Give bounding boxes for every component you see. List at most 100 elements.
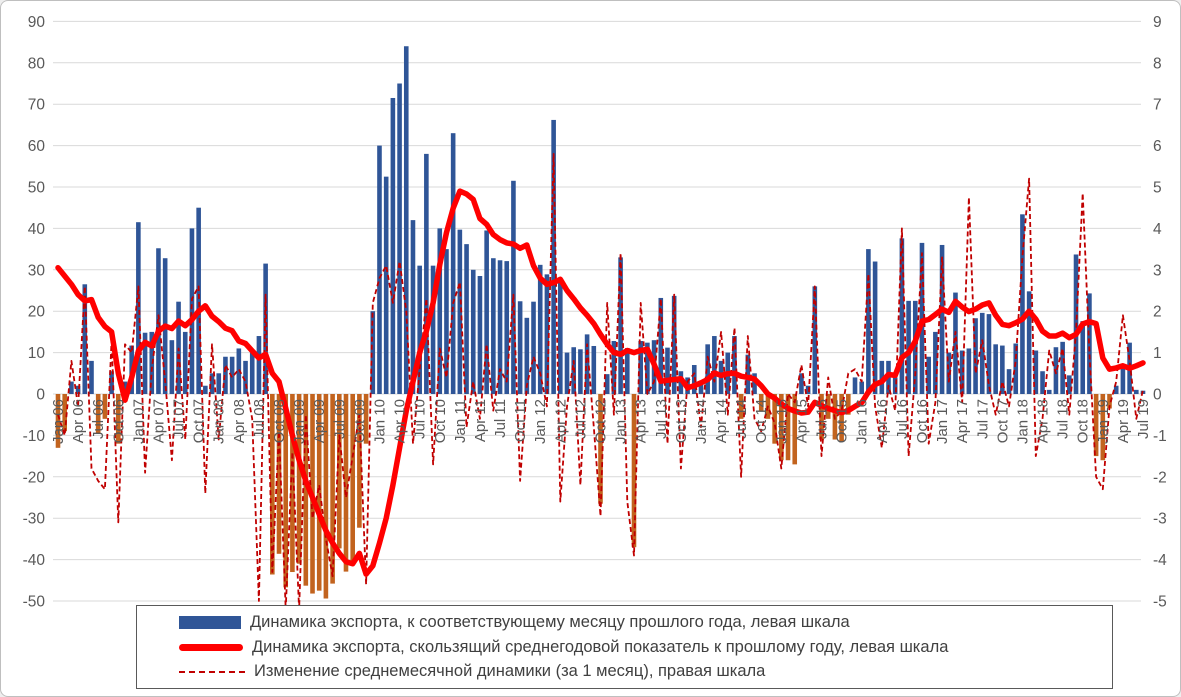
bar-month-123 <box>879 360 885 394</box>
right-axis-tick: -5 <box>1153 594 1167 611</box>
bar-month-105 <box>758 394 764 411</box>
x-axis-tick: Jan 11 <box>452 399 469 443</box>
bar-month-146 <box>1033 350 1039 394</box>
bar-month-46 <box>363 394 369 444</box>
bar-month-49 <box>383 176 389 394</box>
bar-month-104 <box>752 373 757 394</box>
bar-month-79 <box>584 334 590 394</box>
x-axis-tick: Jan 08 <box>211 399 228 444</box>
bar-month-32 <box>270 394 275 575</box>
x-axis-labels: Jan 06 Apr 06 Jul 06 Oct 06 Jan 07 Apr 07 Jul … <box>50 399 1152 444</box>
bar-month-117 <box>839 394 844 442</box>
left-axis-tick: -20 <box>23 469 46 486</box>
bar-month-30 <box>256 336 262 394</box>
bar-month-122 <box>872 261 878 394</box>
bar-month-7 <box>102 394 108 419</box>
bar-month-112 <box>805 385 811 394</box>
x-axis-tick: Oct 16 <box>914 399 931 443</box>
bar-month-52 <box>403 46 409 395</box>
x-axis-tick: Oct 09 <box>351 399 368 443</box>
x-axis-tick: Oct 10 <box>432 399 449 443</box>
bar-month-75 <box>558 283 563 394</box>
x-axis-tick: Oct 11 <box>512 399 529 442</box>
bar-month-136 <box>966 348 972 394</box>
x-axis-tick: Jan 06 <box>50 399 67 444</box>
bar-month-58 <box>444 249 449 394</box>
bar-month-9 <box>115 394 121 444</box>
bar-month-139 <box>986 314 992 394</box>
x-axis-tick: Apr 14 <box>713 399 730 443</box>
legend-item-dashed-line: Изменение среднемесячной динамики (за 1 … <box>179 663 1112 680</box>
bar-month-135 <box>959 350 965 394</box>
bar-month-8 <box>109 371 114 394</box>
bar-month-67 <box>504 261 510 394</box>
bar-month-27 <box>236 348 242 394</box>
bar-month-54 <box>417 265 422 394</box>
bar-month-17 <box>169 340 175 394</box>
bar-month-145 <box>1026 291 1032 394</box>
bar-month-21 <box>196 207 201 394</box>
y-axis-right-labels: 9 8 7 6 5 4 3 2 1 0 -1 -2 -3 -4 -5 <box>1153 14 1167 611</box>
bar-month-44 <box>350 394 355 563</box>
bar-month-68 <box>511 180 516 394</box>
x-axis-tick: Jul 07 <box>171 399 188 439</box>
bar-month-111 <box>799 373 804 394</box>
x-axis-tick: Apr 10 <box>392 399 409 443</box>
bar-month-86 <box>631 394 637 548</box>
x-axis-tick: Apr 19 <box>1115 399 1132 443</box>
bar-month-125 <box>892 377 898 394</box>
bar-month-118 <box>846 394 851 415</box>
bar-month-65 <box>491 258 496 394</box>
bar-month-83 <box>611 341 617 394</box>
right-axis-tick: -1 <box>1153 428 1167 445</box>
bar-month-126 <box>899 238 905 394</box>
x-axis-tick: Oct 07 <box>191 399 208 443</box>
left-axis-tick: 40 <box>28 221 46 238</box>
bar-month-33 <box>276 394 282 554</box>
bar-month-156 <box>1100 394 1106 461</box>
bar-month-34 <box>283 394 289 588</box>
bar-month-60 <box>457 229 463 394</box>
x-axis-tick: Jan 16 <box>854 399 871 444</box>
left-axis-tick: -40 <box>23 552 46 569</box>
bar-month-138 <box>979 312 985 394</box>
x-axis-tick: Apr 11 <box>472 399 489 442</box>
bar-month-151 <box>1067 375 1072 394</box>
bar-month-35 <box>290 394 295 573</box>
x-axis-tick: Oct 17 <box>994 399 1011 443</box>
bar-month-91 <box>665 347 670 394</box>
bar-month-39 <box>316 394 322 591</box>
x-axis-tick: Jul 12 <box>572 399 589 439</box>
bar-month-158 <box>1113 385 1119 394</box>
bar-month-64 <box>484 230 489 394</box>
right-axis-tick: 5 <box>1153 180 1162 197</box>
bar-month-41 <box>330 394 335 584</box>
gridlines <box>53 20 1141 602</box>
x-axis-tick: Apr 06 <box>70 399 87 443</box>
x-axis-tick: Apr 17 <box>954 399 971 443</box>
x-axis-tick: Jul 14 <box>733 399 750 439</box>
bar-month-148 <box>1046 389 1052 394</box>
bar-month-78 <box>578 349 583 394</box>
bar-month-22 <box>203 385 208 394</box>
x-axis-tick: Jul 16 <box>894 399 911 439</box>
x-axis-tick: Oct 12 <box>593 399 610 443</box>
bar-month-108 <box>779 394 784 461</box>
x-axis-tick: Oct 15 <box>834 399 851 443</box>
x-axis-tick: Jul 17 <box>974 399 991 439</box>
bar-month-141 <box>1000 345 1005 394</box>
x-axis-tick: Jan 18 <box>1014 399 1031 444</box>
bar-month-24 <box>216 373 222 394</box>
bar-month-12 <box>136 222 141 394</box>
bar-month-56 <box>430 265 436 394</box>
bar-month-45 <box>357 394 362 528</box>
bar-month-96 <box>698 381 704 394</box>
x-axis-tick: Apr 16 <box>874 399 891 443</box>
bar-month-159 <box>1120 364 1126 394</box>
bar-month-40 <box>323 394 329 599</box>
bar-month-153 <box>1080 321 1086 394</box>
bar-month-84 <box>618 257 623 394</box>
x-axis-tick: Apr 18 <box>1035 399 1052 443</box>
right-axis-tick: -2 <box>1153 469 1167 486</box>
